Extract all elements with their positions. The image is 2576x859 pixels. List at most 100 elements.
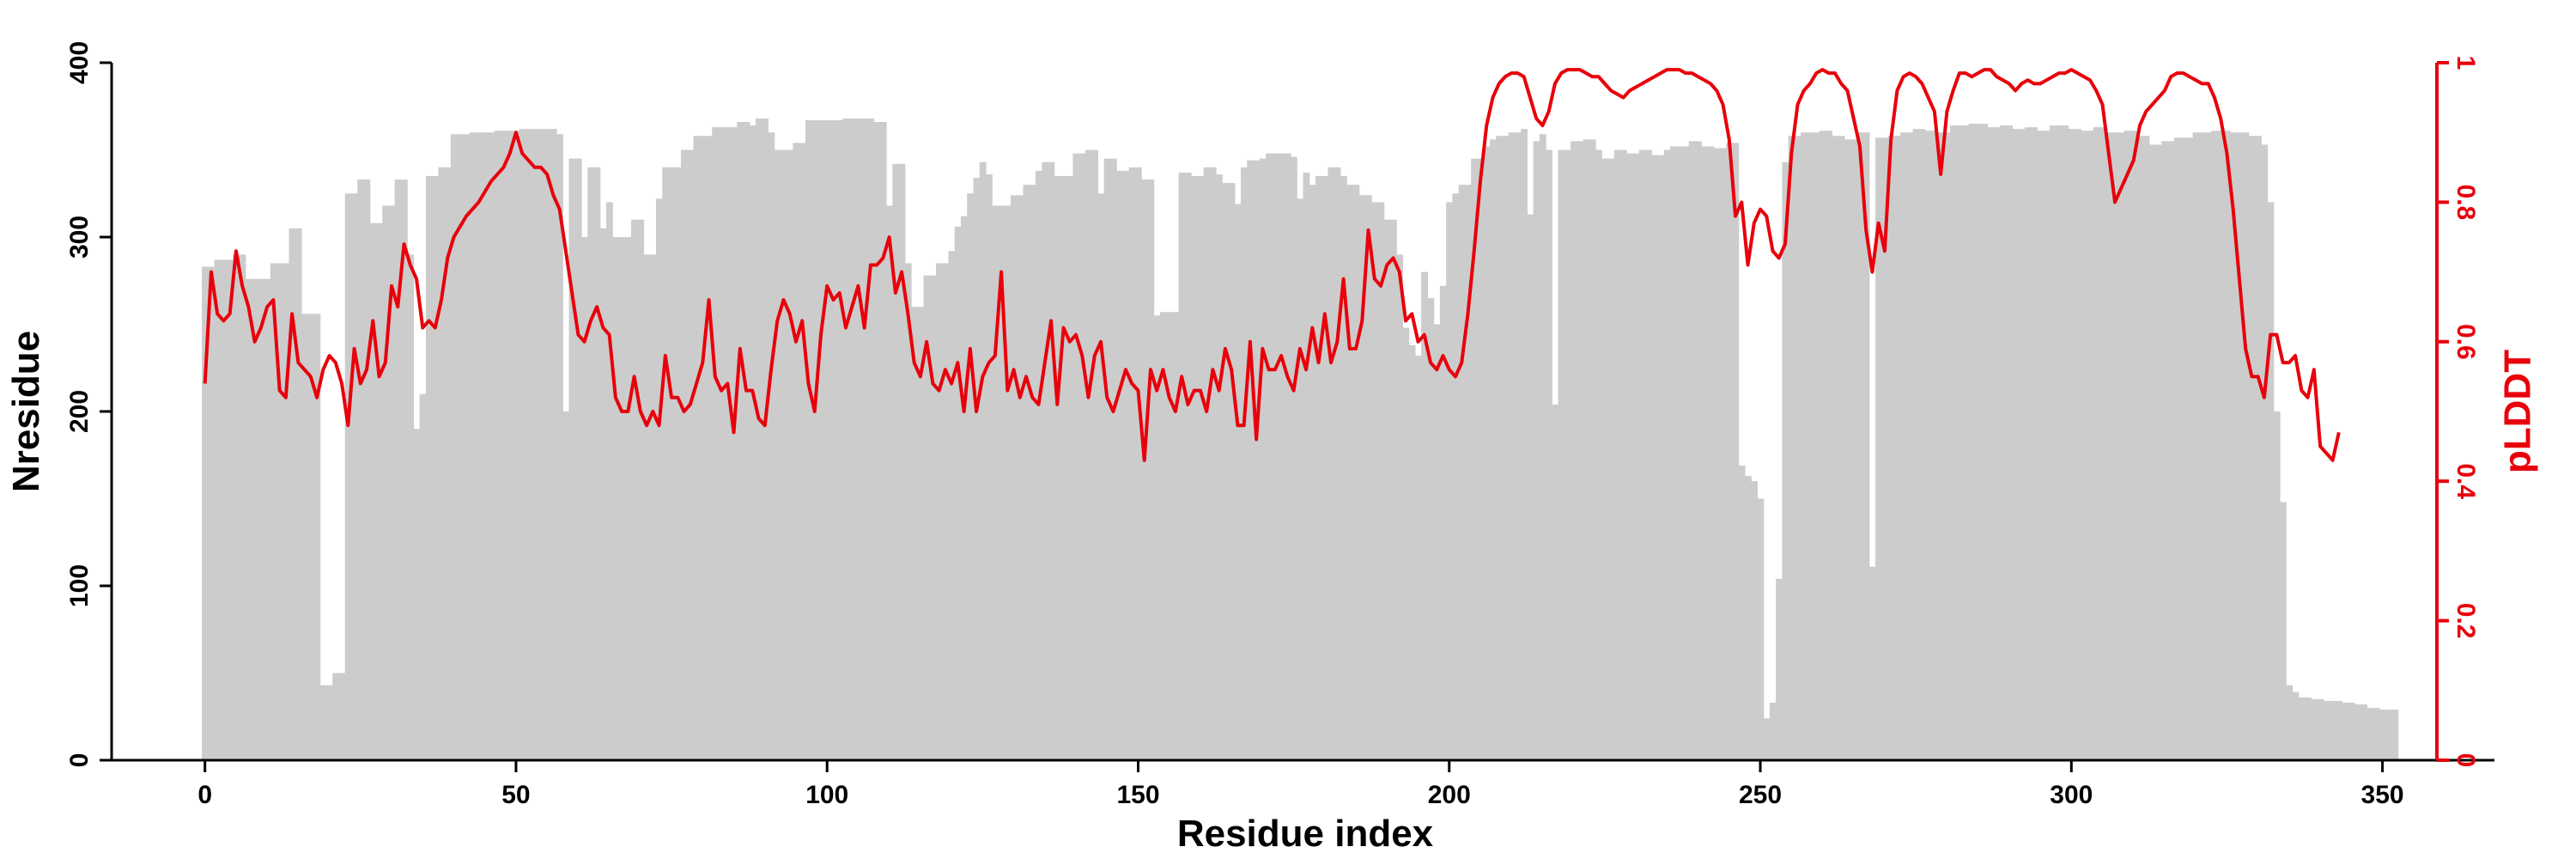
bar [2311, 698, 2318, 760]
bar [2298, 697, 2306, 760]
bar [1303, 172, 1310, 760]
bar [2342, 703, 2349, 760]
bar [2111, 132, 2119, 760]
bar [668, 167, 676, 761]
x-tick-label: 100 [805, 781, 848, 809]
bar [1552, 404, 1559, 760]
x-tick-label: 350 [2361, 781, 2404, 809]
bar [1881, 137, 1889, 761]
bar [954, 226, 962, 760]
bar [1999, 125, 2007, 760]
bar [985, 174, 993, 761]
bar [1358, 195, 1366, 760]
bar [494, 131, 501, 761]
bar [208, 266, 216, 760]
bar [1782, 161, 1789, 760]
y-tick-label: 400 [65, 41, 94, 84]
bar [1682, 146, 1690, 760]
bar [2167, 141, 2175, 761]
bar [2031, 127, 2038, 761]
bar [630, 219, 638, 760]
bar [301, 314, 308, 760]
bar [1694, 141, 1702, 761]
bar [1327, 167, 1335, 761]
bar [1688, 141, 1696, 761]
bar [1184, 172, 1192, 760]
bar [270, 263, 277, 760]
bar [2148, 144, 2156, 760]
bar [388, 205, 396, 760]
bar [1421, 271, 1429, 761]
bar [2087, 131, 2094, 761]
bar [450, 134, 458, 761]
bar [475, 132, 483, 760]
bar [2074, 129, 2081, 760]
bar [1632, 153, 1640, 760]
bar [1807, 132, 1814, 760]
bar [1832, 136, 1839, 760]
bar [1060, 175, 1067, 760]
bar [1887, 136, 1895, 760]
bar [1048, 161, 1055, 760]
bar [1583, 139, 1590, 760]
bar [2093, 127, 2100, 761]
bar [1321, 175, 1329, 760]
x-tick-label: 300 [2050, 781, 2093, 809]
bar [432, 175, 439, 760]
bar [1042, 161, 1049, 760]
bar [2043, 131, 2050, 761]
bar [276, 263, 283, 760]
y2-tick-label: 0.4 [2451, 463, 2480, 499]
bar [325, 685, 333, 760]
bar [1589, 139, 1596, 760]
bar [1241, 167, 1248, 761]
bar [655, 198, 663, 761]
bar [1122, 170, 1130, 761]
bar [743, 122, 750, 760]
bar [936, 263, 943, 760]
bar [842, 118, 850, 760]
bar [1719, 148, 1727, 761]
bar [774, 149, 781, 760]
bar [793, 143, 800, 760]
y2-tick-label: 0.8 [2451, 185, 2480, 221]
bar [532, 129, 538, 760]
bar [2330, 700, 2336, 760]
bar [1638, 149, 1646, 760]
bar [1084, 149, 1092, 760]
bar [1726, 143, 1734, 760]
bar [1844, 139, 1851, 760]
bar [1713, 148, 1721, 761]
bar [1191, 175, 1198, 760]
bar [886, 205, 893, 760]
bar [1103, 158, 1111, 760]
bar [2317, 698, 2324, 760]
bar [1514, 132, 1522, 760]
bar [2348, 703, 2355, 760]
bar [1912, 129, 1920, 760]
bar [1968, 124, 1976, 761]
bar [1452, 193, 1460, 760]
y2-tick-label: 0.6 [2451, 324, 2480, 360]
bar [1309, 185, 1316, 761]
bar [836, 119, 843, 761]
bar [904, 263, 912, 760]
bar [313, 314, 321, 760]
bar [643, 254, 651, 760]
bar [245, 278, 252, 761]
bar [1751, 481, 1759, 760]
bar [2049, 125, 2057, 760]
bar [712, 127, 720, 761]
bar [220, 259, 228, 760]
bar [1483, 146, 1491, 760]
bar [214, 259, 222, 760]
bar [618, 237, 626, 760]
bar [649, 254, 657, 760]
bar [1178, 172, 1186, 760]
bar [1197, 175, 1205, 760]
bar [1850, 139, 1857, 760]
bar [1066, 175, 1074, 760]
bar [2018, 129, 2026, 760]
bar [2198, 132, 2206, 760]
x-axis-title: Residue index [1177, 813, 1434, 855]
